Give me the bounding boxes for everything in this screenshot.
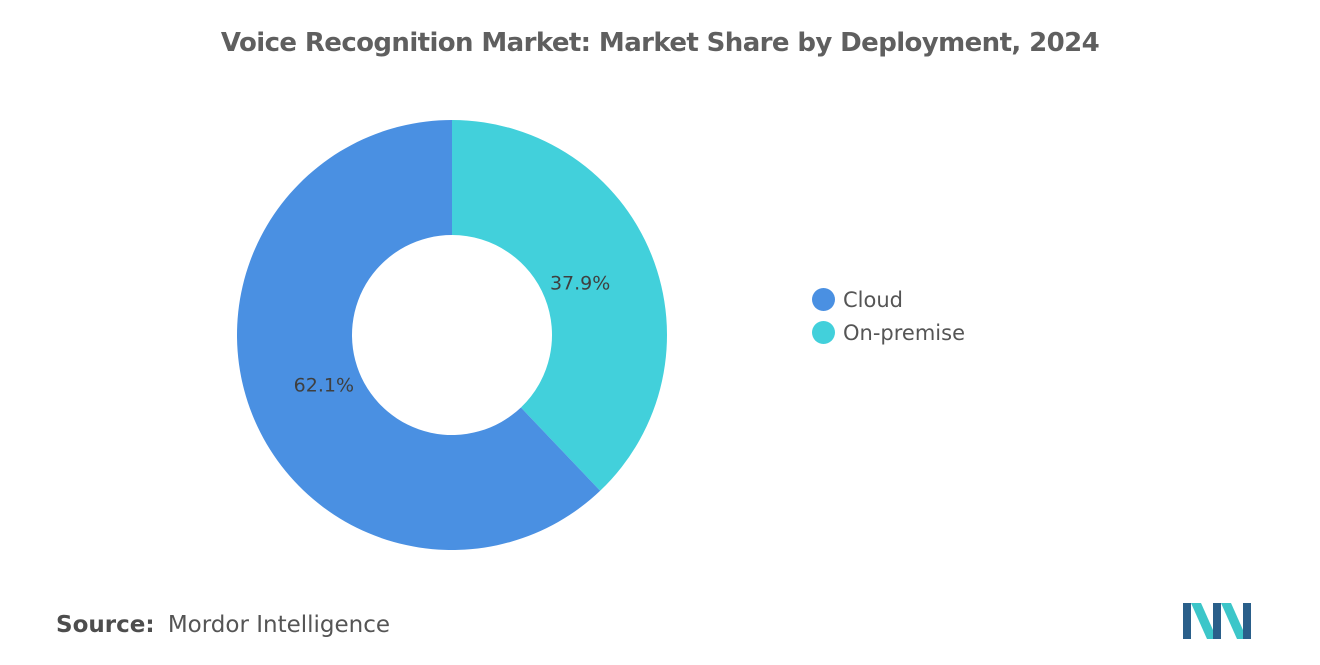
source-text: Mordor Intelligence — [167, 612, 391, 638]
legend-swatch-cloud — [812, 288, 835, 311]
donut-slice-on-premise — [452, 120, 667, 491]
logo-bar-right — [1243, 603, 1251, 639]
slice-label-on-premise: 37.9% — [550, 272, 610, 294]
chart-legend: Cloud On-premise — [812, 283, 965, 349]
donut-slice-cloud — [237, 120, 601, 550]
legend-label-cloud: Cloud — [843, 287, 903, 312]
donut-slice-labels: 37.9% 62.1% — [294, 272, 611, 396]
legend-item-on-premise: On-premise — [812, 316, 965, 349]
legend-swatch-on-premise — [812, 321, 835, 344]
source-attribution: Source: Mordor Intelligence — [56, 612, 390, 638]
donut-slices — [237, 120, 667, 550]
logo-diagonal-left — [1191, 603, 1217, 639]
source-label: Source: — [56, 612, 155, 638]
slice-label-cloud: 62.1% — [294, 375, 354, 397]
chart-title: Voice Recognition Market: Market Share b… — [220, 28, 1100, 58]
logo-diagonal-right — [1221, 603, 1247, 639]
logo-bar-left — [1183, 603, 1191, 639]
logo-bar-mid — [1213, 603, 1221, 639]
legend-item-cloud: Cloud — [812, 283, 965, 316]
mordor-intelligence-logo-icon — [1183, 603, 1251, 639]
legend-label-on-premise: On-premise — [843, 320, 965, 345]
